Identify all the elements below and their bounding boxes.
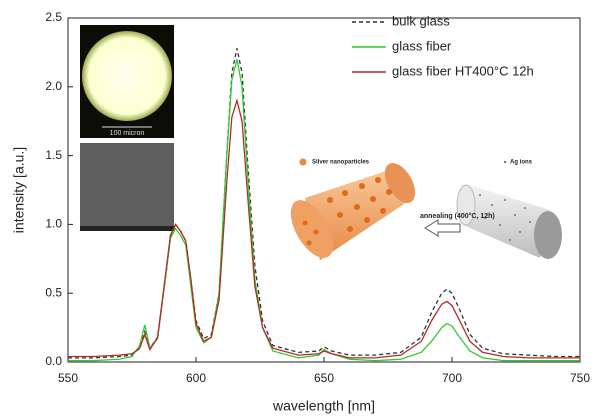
legend-label: glass fiber	[392, 38, 452, 53]
arrow	[424, 219, 461, 237]
annotation: Silver nanoparticles	[312, 160, 370, 166]
y-tick-label: 1.0	[45, 217, 62, 231]
series-line	[68, 98, 580, 359]
sem-inset	[80, 143, 174, 231]
y-tick-label: 2.5	[45, 10, 62, 24]
annotation: annealing (400°C, 12h)	[420, 212, 495, 220]
legend-label: glass fiber HT400°C 12h	[392, 63, 534, 78]
x-tick-label: 750	[570, 371, 590, 385]
x-tick-label: 700	[442, 371, 462, 385]
silver-cylinder: Silver nanoparticles	[290, 158, 416, 260]
x-axis-label: wavelength [nm]	[272, 398, 375, 414]
x-tick-label: 650	[314, 371, 334, 385]
y-tick-label: 0.0	[45, 354, 62, 368]
y-axis-label: intensity [a.u.]	[11, 147, 27, 233]
x-tick-label: 600	[186, 371, 206, 385]
optical-inset: 100 micron	[80, 25, 174, 138]
y-tick-label: 2.0	[45, 79, 62, 93]
x-tick-label: 550	[58, 371, 78, 385]
scale-label: 100 micron	[110, 130, 145, 137]
y-tick-label: 0.5	[45, 285, 62, 299]
annotation: Ag ions	[510, 160, 533, 166]
ion-cylinder: Ag ions	[456, 160, 562, 259]
y-tick-label: 1.5	[45, 148, 62, 162]
legend-label: bulk glass	[392, 13, 450, 28]
